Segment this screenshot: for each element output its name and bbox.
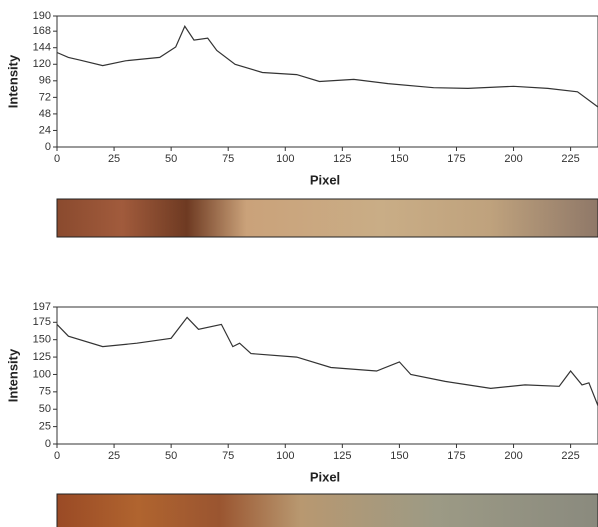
y-tick-label: 168: [33, 25, 51, 37]
y-tick-label: 150: [33, 334, 51, 346]
y-tick-label: 190: [33, 10, 51, 22]
y-tick-label: 75: [39, 386, 51, 398]
x-tick-label: 200: [504, 450, 522, 462]
x-tick-label: 75: [222, 153, 234, 165]
x-tick-label: 50: [165, 450, 177, 462]
x-tick-label: 50: [165, 153, 177, 165]
x-tick-label: 100: [276, 450, 294, 462]
x-tick-label: 125: [333, 450, 351, 462]
y-tick-label: 100: [33, 368, 51, 380]
x-tick-label: 0: [54, 153, 60, 165]
line: [56, 316, 598, 407]
x-tick-label: 150: [390, 153, 408, 165]
y-tick-label: 175: [33, 316, 51, 328]
x-tick-label: 25: [108, 153, 120, 165]
x-tick-label: 0: [54, 450, 60, 462]
image-strip: [56, 493, 598, 527]
x-tick-label: 125: [333, 153, 351, 165]
x-tick-label: 25: [108, 450, 120, 462]
y-tick-label: 120: [33, 58, 51, 70]
y-axis-title: Intensity: [5, 54, 20, 108]
y-tick-label: 25: [39, 421, 51, 433]
y-tick-label: 48: [39, 108, 51, 120]
y-axis-title: Intensity: [5, 348, 20, 402]
x-tick-label: 225: [561, 153, 579, 165]
x-tick-label: 100: [276, 153, 294, 165]
line: [56, 25, 598, 108]
image-strip: [56, 198, 598, 238]
x-tick-label: 175: [447, 450, 465, 462]
y-tick-label: 0: [45, 438, 51, 450]
plot-frame: [56, 15, 598, 148]
x-tick-label: 75: [222, 450, 234, 462]
x-axis-title: Pixel: [310, 469, 340, 484]
x-tick-label: 175: [447, 153, 465, 165]
y-tick-label: 50: [39, 403, 51, 415]
y-tick-label: 0: [45, 141, 51, 153]
y-tick-label: 125: [33, 351, 51, 363]
x-tick-label: 150: [390, 450, 408, 462]
x-tick-label: 200: [504, 153, 522, 165]
x-axis-title: Pixel: [310, 172, 340, 187]
y-tick-label: 197: [33, 301, 51, 313]
y-tick-label: 72: [39, 91, 51, 103]
y-tick-label: 96: [39, 75, 51, 87]
plot-frame: [56, 306, 598, 445]
x-tick-label: 225: [561, 450, 579, 462]
y-tick-label: 144: [33, 42, 51, 54]
y-tick-label: 24: [39, 124, 51, 136]
